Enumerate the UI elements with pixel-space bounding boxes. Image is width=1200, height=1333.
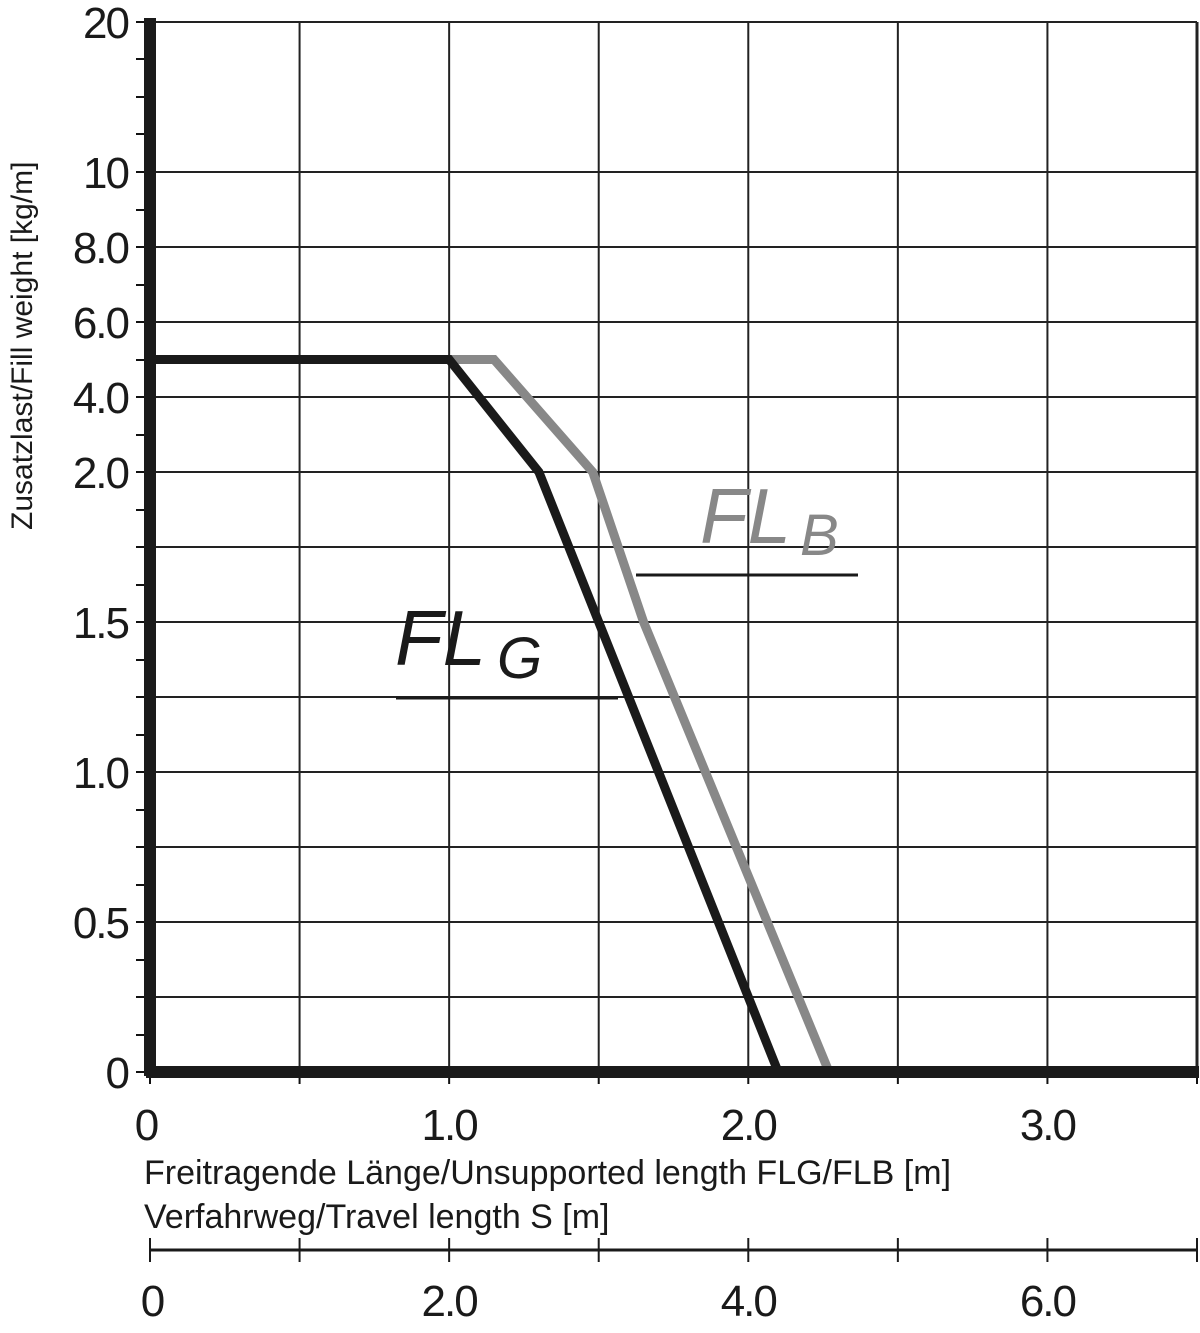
secondary-tick-label: 4.0 <box>721 1277 777 1326</box>
x-tick-label: 2.0 <box>721 1101 777 1150</box>
label-flg-main: FL <box>395 594 486 682</box>
series-labels: FL BFL G <box>395 472 858 700</box>
y-tick-label: 10 <box>83 149 128 198</box>
y-tick-label: 4.0 <box>73 374 129 423</box>
y-tick-label: 1.0 <box>73 749 129 798</box>
y-tick-label: 0 <box>106 1049 129 1098</box>
x-tick-label: 1.0 <box>422 1101 478 1150</box>
series-line-flb <box>449 355 834 1074</box>
y-tick-label: 0.5 <box>73 899 129 948</box>
x-tick-label: 0 <box>135 1101 158 1150</box>
secondary-tick-label: 6.0 <box>1020 1277 1076 1326</box>
secondary-axis: 0 2.0 4.0 6.0 <box>141 1238 1198 1326</box>
x-axis-label-secondary: Verfahrweg/Travel length S [m] <box>144 1198 610 1236</box>
grid <box>150 21 1199 1072</box>
y-tick-label: 8.0 <box>73 224 129 273</box>
y-tick-label: 1.5 <box>73 599 129 648</box>
y-tick-label: 20 <box>83 0 128 48</box>
y-axis-label: Zusatzlast/Fill weight [kg/m] <box>6 162 39 530</box>
secondary-tick-label: 0 <box>141 1277 164 1326</box>
x-axis-label-primary: Freitragende Länge/Unsupported length FL… <box>144 1154 951 1192</box>
secondary-tick-label: 2.0 <box>422 1277 478 1326</box>
x-tick-label: 3.0 <box>1020 1101 1076 1150</box>
y-tick-label: 6.0 <box>73 299 129 348</box>
minor-ticks <box>136 21 1198 1084</box>
y-tick-label: 2.0 <box>73 449 129 498</box>
series-line-flg <box>150 355 783 1074</box>
label-flb-main: FL <box>700 472 791 560</box>
series-layer <box>150 355 834 1074</box>
label-flg-sub: G <box>497 626 542 691</box>
label-flb-sub: B <box>800 503 839 568</box>
axes <box>144 18 1199 1078</box>
tick-labels: 0 0.5 1.0 1.5 2.0 4.0 6.0 8.0 10 20 0 1.0 2.0 3.0 <box>73 0 1078 1150</box>
